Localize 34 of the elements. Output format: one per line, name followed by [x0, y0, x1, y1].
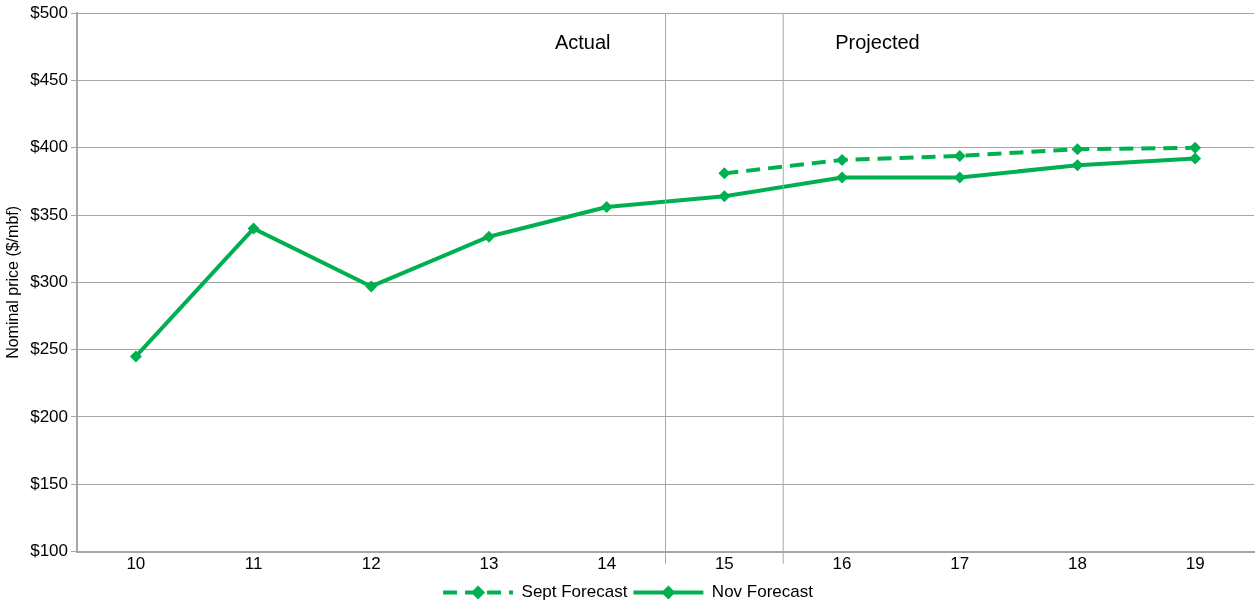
annotation: Actual	[554, 30, 611, 53]
x-tick-label: 19	[1185, 554, 1205, 574]
x-tick-label: 13	[479, 554, 499, 574]
y-tick-label: $100	[30, 541, 69, 561]
x-tick-label: 12	[361, 554, 381, 574]
point	[1189, 152, 1202, 165]
x-tick-label: 11	[244, 554, 263, 574]
y-tick-label: $250	[30, 339, 69, 359]
point	[836, 153, 849, 166]
y-tick-label: $200	[30, 406, 69, 426]
legend-label: Nov Forecast	[711, 582, 814, 602]
point	[718, 190, 731, 203]
x-tick-label: 18	[1067, 554, 1087, 574]
x-tick-label: 15	[714, 554, 734, 574]
point	[600, 201, 613, 214]
x-tick-label: 16	[832, 554, 852, 574]
x-tick-label: 17	[950, 554, 970, 574]
point	[247, 222, 260, 235]
y-tick-label: $300	[30, 272, 69, 292]
y-tick-label: $150	[30, 473, 69, 493]
point	[365, 280, 378, 293]
point	[1189, 141, 1202, 154]
y-axis-title: Nominal price ($/mbf)	[4, 205, 22, 359]
y-tick-label: $400	[30, 137, 69, 157]
y-tick-label: $450	[30, 70, 69, 90]
point	[718, 167, 731, 180]
legend-label: Sept Forecast	[521, 582, 628, 602]
y-tick-label: $500	[30, 2, 69, 22]
point	[129, 350, 142, 363]
x-tick-label: 14	[597, 554, 617, 574]
annotation: Projected	[835, 30, 920, 53]
x-tick-label: 10	[126, 554, 146, 574]
point	[482, 230, 495, 243]
y-tick-label: $350	[30, 204, 69, 224]
